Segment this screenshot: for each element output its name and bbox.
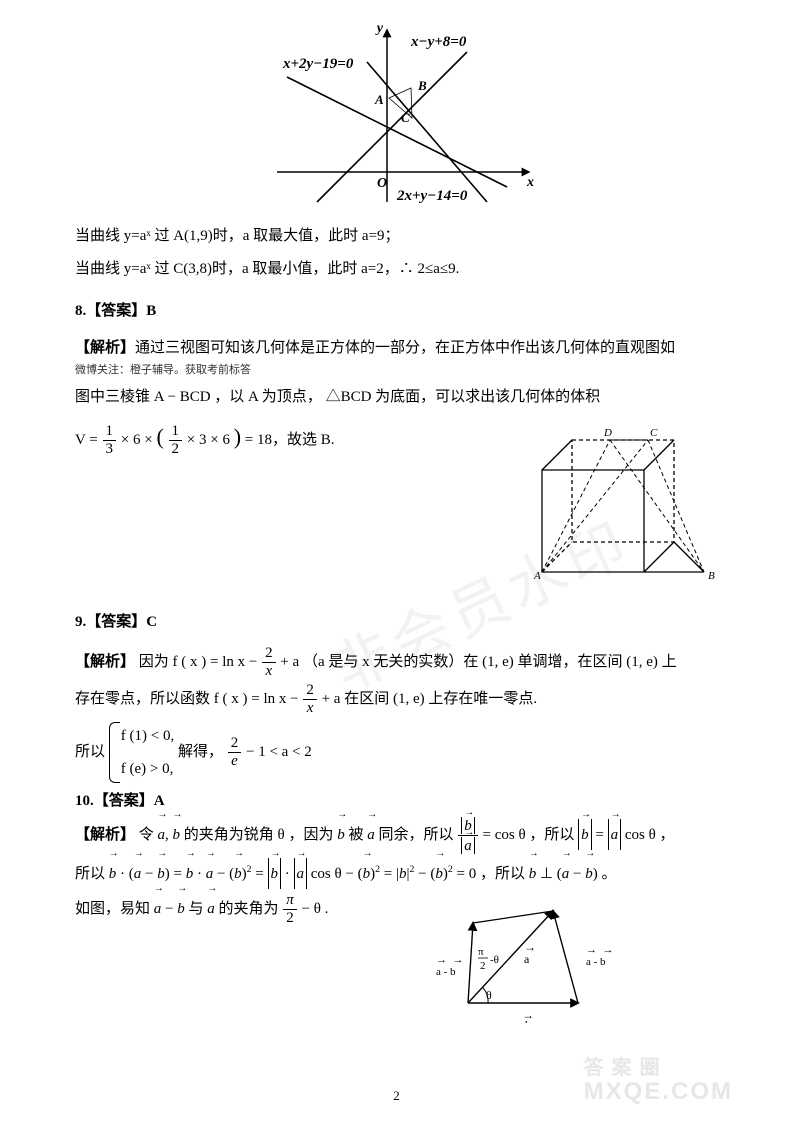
q9-jiexi-p1: 【解析】 因为 f ( x ) = ln x − 2x + a （a 是与 x … <box>75 646 718 679</box>
corner-watermark: 答案圈 MXQE.COM <box>584 1058 733 1104</box>
svg-text:D: D <box>603 427 612 439</box>
svg-text:A: A <box>533 570 541 582</box>
y-axis-label: y <box>374 22 383 36</box>
paragraph-2: 当曲线 y=aˣ 过 C(3,8)时，a 取最小值，此时 a=2，∴ 2≤a≤9… <box>75 255 718 284</box>
q10-p1: 【解析】 令 a, b 的夹角为锐角 θ ，因为 b 被 a 同余，所以 b a… <box>75 817 718 854</box>
q10-answer: 10.【答案】A <box>75 789 718 813</box>
svg-text:B: B <box>708 570 715 582</box>
paragraph-1: 当曲线 y=aˣ 过 A(1,9)时，a 取最大值，此时 a=9； <box>75 222 718 251</box>
q8-weibo-note: 微博关注：橙子辅导。获取考前标答 <box>75 362 718 380</box>
origin-label: O <box>377 176 387 191</box>
svg-text:a: a <box>524 952 530 966</box>
ptA: A <box>374 92 384 107</box>
svg-text:2: 2 <box>480 960 486 972</box>
line3-label: 2x+y−14=0 <box>396 188 468 204</box>
x-axis-label: x <box>526 175 534 190</box>
svg-text:π: π <box>478 946 484 958</box>
ptC: C <box>401 110 410 125</box>
svg-text:→ →: → → <box>586 944 614 956</box>
q10-p2: 所以 b · (a − b) = b · a − (b)2 = b · a co… <box>75 858 718 889</box>
svg-text:b: b <box>525 1018 531 1023</box>
q9-cases: 所以 f (1) < 0, f (e) > 0, 解得， 2e − 1 < a … <box>75 720 718 785</box>
q8-jiexi-line1: 【解析】通过三视图可知该几何体是正方体的一部分，在正方体中作出该几何体的直观图如 <box>75 336 718 360</box>
page-content: y x O x+2y−19=0 x−y+8=0 2x+y−14=0 A B C … <box>75 22 718 1029</box>
svg-text:a - b: a - b <box>436 966 456 978</box>
q9-answer: 9.【答案】C <box>75 608 718 637</box>
svg-text:C: C <box>650 427 658 439</box>
svg-text:θ: θ <box>486 988 492 1002</box>
figure-vectors: → b → a → → a - b → → a - b θ π 2 -θ <box>428 893 658 1023</box>
q8-jiexi-line2: 图中三棱锥 A − BCD ，以 A 为顶点， △BCD 为底面，可以求出该几何… <box>75 383 718 412</box>
figure-linear-system: y x O x+2y−19=0 x−y+8=0 2x+y−14=0 A B C <box>75 22 718 212</box>
svg-text:-θ: -θ <box>490 954 499 966</box>
figure-cube: A B C D <box>528 416 718 586</box>
svg-text:a - b: a - b <box>586 956 606 968</box>
q8-answer: 8.【答案】B <box>75 297 718 326</box>
svg-text:→ →: → → <box>436 954 464 966</box>
line2-label: x−y+8=0 <box>410 34 467 50</box>
q9-jiexi-p2: 存在零点，所以函数 f ( x ) = ln x − 2x + a 在区间 (1… <box>75 683 718 716</box>
line1-label: x+2y−19=0 <box>282 56 354 72</box>
ptB: B <box>417 78 427 93</box>
